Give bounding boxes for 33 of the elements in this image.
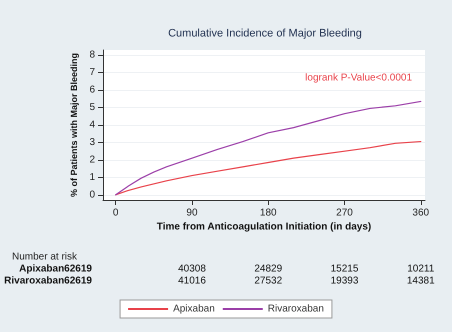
y-tick-label: 1 <box>89 172 96 183</box>
x-tick-label: 90 <box>186 208 198 218</box>
x-tick-label: 270 <box>336 208 354 218</box>
legend-label: Apixaban <box>173 304 215 314</box>
line-series <box>115 140 422 196</box>
text: 10211 <box>407 264 435 274</box>
annotation: logrank P-Value<0.0001 <box>305 72 412 84</box>
text: 41016 <box>178 276 206 286</box>
x-tick-label: 180 <box>260 208 278 218</box>
text: 14381 <box>406 276 436 286</box>
text: 40308 <box>178 264 206 274</box>
y-tick-label: 2 <box>89 154 96 166</box>
x-tick-label: 0 <box>112 208 119 218</box>
x-tick-label: 360 <box>412 208 430 218</box>
text: Apixaban62619 <box>19 264 92 274</box>
y-tick-label: 7 <box>89 67 96 78</box>
text: Rivaroxaban62619 <box>4 276 92 286</box>
y-tick-label: 8 <box>89 50 96 61</box>
line-series <box>115 100 422 196</box>
y-tick-label: 0 <box>89 189 96 200</box>
text: 24829 <box>254 264 283 274</box>
text: 19393 <box>330 276 359 286</box>
y-tick-label: 5 <box>89 102 96 114</box>
y-tick-label: 4 <box>89 120 96 130</box>
legend-label: Rivaroxaban <box>268 304 324 314</box>
x-axis-title: Time from Anticoagulation Initiation (in days) <box>156 222 372 232</box>
chart-title: Cumulative Incidence of Major Bleeding <box>168 28 362 40</box>
y-tick-label: 3 <box>89 136 96 148</box>
y-tick-label: 6 <box>89 84 96 96</box>
text: 15215 <box>330 264 359 274</box>
y-axis-title: % of Patients with Major Bleeding <box>69 52 80 198</box>
text: 27532 <box>254 276 283 286</box>
text: Number at risk <box>12 252 78 262</box>
